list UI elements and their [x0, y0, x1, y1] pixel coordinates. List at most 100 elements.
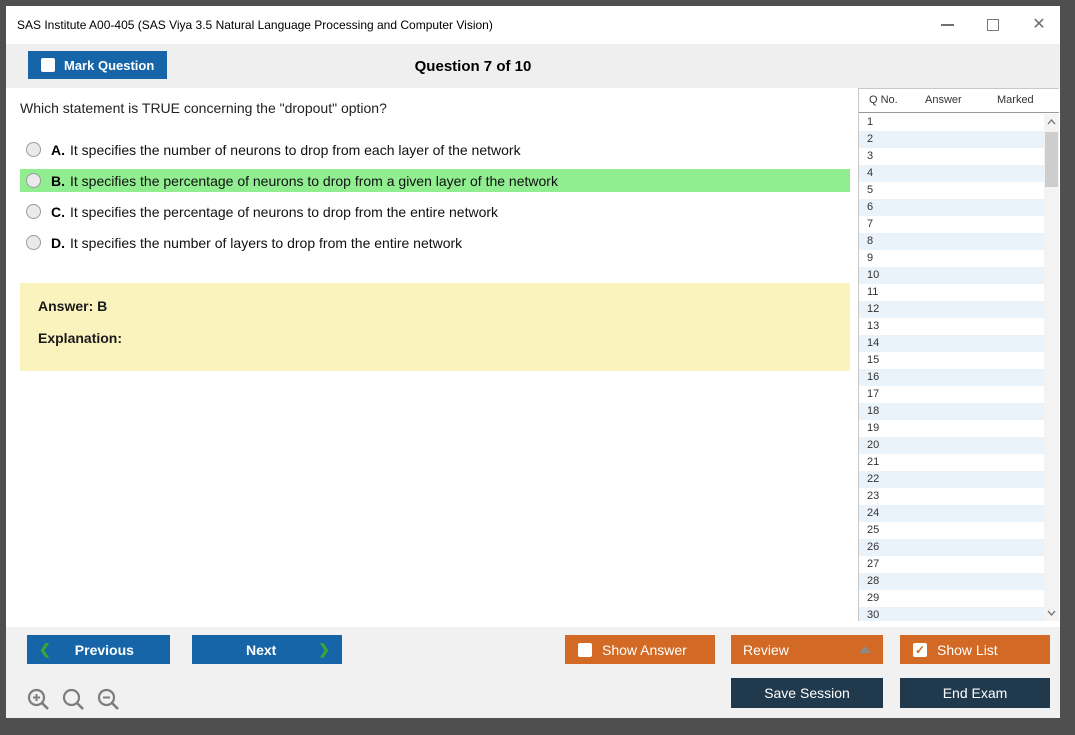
option-row-d[interactable]: D. It specifies the number of layers to … — [20, 231, 850, 254]
option-letter: D. — [51, 234, 65, 251]
column-answer: Answer — [925, 94, 962, 106]
question-counter: Question 7 of 10 — [414, 57, 532, 75]
mark-question-label: Mark Question — [64, 57, 155, 73]
question-list-row[interactable]: 26 — [859, 539, 1044, 556]
next-button[interactable]: Next ❯ — [192, 635, 342, 664]
window-controls: ✕ — [936, 6, 1050, 44]
review-button[interactable]: Review — [731, 635, 883, 664]
option-text: It specifies the percentage of neurons t… — [70, 203, 499, 220]
previous-label: Previous — [74, 641, 134, 658]
zoom-out-icon[interactable] — [96, 687, 122, 713]
question-list-row[interactable]: 25 — [867, 524, 880, 536]
question-list-row[interactable]: 21 — [867, 456, 880, 468]
window-title: SAS Institute A00-405 (SAS Viya 3.5 Natu… — [17, 18, 493, 32]
option-text: It specifies the percentage of neurons t… — [70, 172, 558, 189]
review-label: Review — [743, 641, 789, 658]
minimize-icon — [940, 24, 954, 26]
question-list-row[interactable]: 5 — [867, 184, 874, 196]
show-list-button[interactable]: Show List — [900, 635, 1050, 664]
show-list-label: Show List — [937, 641, 998, 658]
end-exam-label: End Exam — [942, 685, 1008, 701]
exam-window: SAS Institute A00-405 (SAS Viya 3.5 Natu… — [6, 6, 1060, 718]
question-list-row[interactable]: 13 — [867, 320, 880, 332]
question-list-row[interactable]: 14 — [859, 335, 1044, 352]
question-list-row[interactable]: 20 — [859, 437, 1044, 454]
zoom-in-icon[interactable] — [26, 687, 52, 713]
close-button[interactable]: ✕ — [1028, 14, 1050, 36]
question-list-row[interactable]: 22 — [859, 471, 1044, 488]
question-list-row[interactable]: 6 — [859, 199, 1044, 216]
column-marked: Marked — [997, 94, 1034, 106]
option-letter: A. — [51, 141, 65, 158]
option-letter: C. — [51, 203, 65, 220]
answer-box: Answer: B Explanation: — [20, 283, 850, 371]
radio-button-a[interactable] — [26, 142, 41, 157]
previous-button[interactable]: ❮ Previous — [27, 635, 170, 664]
question-list-row[interactable]: 3 — [867, 150, 874, 162]
show-answer-button[interactable]: Show Answer — [565, 635, 715, 664]
question-list-row[interactable]: 7 — [867, 218, 874, 230]
scrollbar-thumb[interactable] — [1045, 132, 1058, 187]
question-list-row[interactable]: 9 — [867, 252, 874, 264]
question-list-row[interactable]: 28 — [859, 573, 1044, 590]
question-list-row[interactable]: 19 — [867, 422, 880, 434]
header-bar: Mark Question Question 7 of 10 — [6, 44, 1060, 88]
triangle-up-icon — [859, 646, 871, 653]
question-list-scrollbar[interactable] — [1044, 114, 1059, 621]
question-list-row[interactable]: 27 — [867, 558, 880, 570]
question-list-row[interactable]: 10 — [859, 267, 1044, 284]
radio-button-d[interactable] — [26, 235, 41, 250]
chevron-right-icon: ❯ — [318, 641, 330, 657]
maximize-icon — [987, 19, 999, 31]
options-list: A. It specifies the number of neurons to… — [20, 138, 850, 262]
question-list-row[interactable]: 30 — [859, 607, 1044, 621]
chevron-left-icon: ❮ — [39, 641, 51, 657]
question-list-row[interactable]: 1 — [867, 116, 874, 128]
end-exam-button[interactable]: End Exam — [900, 678, 1050, 708]
mark-question-button[interactable]: Mark Question — [28, 51, 168, 79]
option-text: It specifies the number of layers to dro… — [70, 234, 463, 251]
footer-bar: ❮ Previous Next ❯ Show Answer Review Sho… — [6, 627, 1060, 718]
question-list-row[interactable]: 12 — [859, 301, 1044, 318]
question-list-row[interactable]: 11 — [867, 286, 879, 298]
close-icon: ✕ — [1032, 16, 1046, 33]
option-text: It specifies the number of neurons to dr… — [70, 141, 521, 158]
radio-button-b[interactable] — [26, 173, 41, 188]
question-list-row[interactable]: 4 — [859, 165, 1044, 182]
show-list-checkbox[interactable] — [913, 642, 927, 657]
answer-label: Answer: B — [38, 298, 108, 314]
show-answer-checkbox[interactable] — [578, 642, 592, 657]
maximize-button[interactable] — [982, 14, 1004, 36]
minimize-button[interactable] — [936, 14, 958, 36]
question-list-panel: Q No. Answer Marked 1 2 3 4 5 6 7 8 9 10 11 12 13 14 1… — [858, 88, 1059, 621]
question-list-row[interactable]: 2 — [859, 131, 1044, 148]
question-list-body: 1 2 3 4 5 6 7 8 9 10 11 12 13 14 15 16 17 18 19 20 21 22 23 24 2… — [859, 114, 1044, 621]
option-row-b[interactable]: B. It specifies the percentage of neuron… — [20, 169, 850, 192]
titlebar: SAS Institute A00-405 (SAS Viya 3.5 Natu… — [6, 6, 1060, 44]
explanation-label: Explanation: — [38, 330, 123, 346]
question-list-row[interactable]: 8 — [859, 233, 1044, 250]
mark-question-checkbox[interactable] — [41, 58, 55, 72]
question-list-header: Q No. Answer Marked — [859, 89, 1059, 113]
option-row-a[interactable]: A. It specifies the number of neurons to… — [20, 138, 850, 161]
option-row-c[interactable]: C. It specifies the percentage of neuron… — [20, 200, 850, 223]
zoom-reset-icon[interactable] — [61, 687, 87, 713]
radio-button-c[interactable] — [26, 204, 41, 219]
question-list-row[interactable]: 23 — [867, 490, 880, 502]
question-list-row[interactable]: 29 — [867, 592, 880, 604]
option-letter: B. — [51, 172, 65, 189]
save-session-button[interactable]: Save Session — [731, 678, 883, 708]
question-list-row[interactable]: 16 — [859, 369, 1044, 386]
question-list-row[interactable]: 17 — [867, 388, 880, 400]
save-session-label: Save Session — [764, 685, 850, 701]
question-text: Which statement is TRUE concerning the "… — [20, 100, 387, 116]
next-label: Next — [245, 641, 277, 658]
zoom-toolbar — [26, 687, 122, 713]
question-list-row[interactable]: 18 — [859, 403, 1044, 420]
scroll-up-icon[interactable] — [1044, 114, 1059, 130]
column-qno: Q No. — [869, 94, 898, 106]
scroll-down-icon[interactable] — [1044, 605, 1059, 621]
question-list-row[interactable]: 24 — [859, 505, 1044, 522]
question-list-row[interactable]: 15 — [867, 354, 880, 366]
